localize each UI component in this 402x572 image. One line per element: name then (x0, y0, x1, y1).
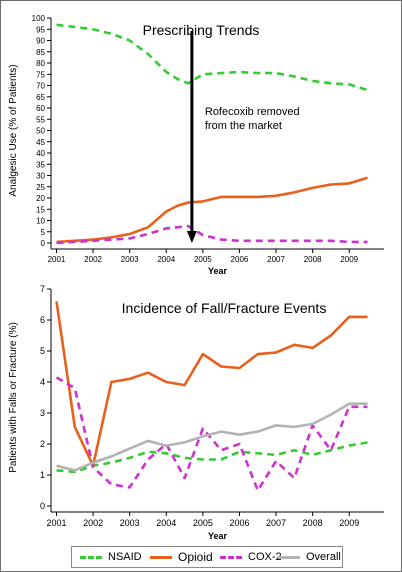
chart2-x-tick-label: 2003 (120, 518, 140, 528)
legend-swatch-opioid (150, 555, 172, 559)
chart1-y-tick-label: 80 (36, 59, 45, 68)
chart1-y-tick-label: 25 (36, 183, 45, 192)
legend: NSAID Opioid COX-2 Overall (71, 546, 343, 568)
chart2-series-nsaid-line (56, 441, 368, 474)
chart2-y-tick-label: 4 (40, 377, 45, 387)
legend-label-cox2: COX-2 (248, 551, 282, 563)
chart1-y-tick-label: 50 (36, 127, 45, 136)
chart1-y-tick-label: 40 (36, 149, 45, 158)
chart1-y-tick-label: 10 (36, 217, 45, 226)
chart1-y-tick-label: 75 (36, 70, 45, 79)
chart1-y-tick-label: 30 (36, 172, 45, 181)
chart2-y-tick-label: 7 (40, 284, 45, 294)
chart1-y-tick-label: 45 (36, 138, 45, 147)
chart2-x-tick-label: 2005 (193, 518, 213, 528)
legend-label-opioid: Opioid (178, 550, 213, 564)
chart2-title: Incidence of Fall/Fracture Events (122, 300, 327, 316)
chart1-y-tick-label: 15 (36, 205, 45, 214)
legend-entry-nsaid: NSAID (80, 547, 142, 567)
chart2-x-tick-label: 2007 (266, 518, 286, 528)
chart1-series-cox-2-line (56, 224, 368, 245)
chart1-x-tick-label: 2006 (231, 255, 249, 264)
chart1-y-tick-label: 100 (32, 14, 46, 23)
chart1-y-axis-label: Analgesic Use (% of Patients) (8, 64, 19, 196)
charts-svg: 0510152025303540455055606570758085909510… (8, 14, 384, 541)
chart1-y-tick-label: 20 (36, 194, 45, 203)
chart1-annotation-arrow-head (186, 231, 197, 243)
chart2-x-tick-label: 2002 (83, 518, 103, 528)
chart1-y-tick-label: 95 (36, 25, 45, 34)
chart2-series-opioid-line (55, 301, 368, 468)
chart1-series-opioid-line (56, 176, 368, 244)
chart1-x-tick-label: 2003 (121, 255, 139, 264)
chart1-x-tick-label: 2007 (267, 255, 285, 264)
legend-label-nsaid: NSAID (108, 551, 142, 563)
legend-entry-cox2: COX-2 (220, 547, 282, 567)
chart1-x-tick-label: 2002 (84, 255, 102, 264)
chart2-y-tick-label: 0 (40, 501, 45, 511)
legend-swatch-overall (278, 555, 300, 559)
chart1-x-tick-label: 2004 (157, 255, 175, 264)
chart2-y-tick-label: 5 (40, 346, 45, 356)
chart2-series-cox-2-line (55, 376, 368, 492)
chart1-y-tick-label: 35 (36, 160, 45, 169)
chart2-y-tick-label: 3 (40, 408, 45, 418)
legend-swatch-cox2 (220, 555, 242, 559)
chart1-y-tick-label: 55 (36, 115, 45, 124)
legend-entry-overall: Overall (278, 547, 341, 567)
chart2-y-tick-label: 6 (40, 315, 45, 325)
chart2-y-tick-label: 1 (40, 470, 45, 480)
chart1-annotation-text-line1: Rofecoxib removed (205, 106, 300, 118)
chart2-x-axis-label: Year (208, 531, 228, 541)
chart2-x-tick-label: 2006 (229, 518, 249, 528)
legend-swatch-nsaid (80, 555, 102, 559)
chart1-y-tick-label: 85 (36, 48, 45, 57)
chart1-annotation-text-line2: from the market (205, 120, 282, 132)
chart1-y-tick-label: 90 (36, 37, 45, 46)
chart1-title: Prescribing Trends (143, 22, 260, 38)
chart1-y-tick-label: 0 (41, 239, 46, 248)
legend-label-overall: Overall (306, 551, 341, 563)
chart2-y-axis-label: Patients with Falls or Fracture (%) (8, 322, 19, 473)
chart1-series-nsaid-line (56, 23, 368, 92)
chart1-y-tick-label: 5 (41, 228, 46, 237)
chart2-x-tick-label: 2001 (46, 518, 66, 528)
chart1-x-tick-label: 2005 (194, 255, 212, 264)
chart2-x-tick-label: 2004 (156, 518, 176, 528)
chart1-x-axis-label: Year (208, 266, 228, 276)
chart1-y-tick-label: 70 (36, 82, 45, 91)
chart1-x-tick-label: 2008 (304, 255, 322, 264)
chart2-x-tick-label: 2008 (303, 518, 323, 528)
chart2-series-overall-line (56, 402, 368, 472)
chart1-x-tick-label: 2001 (48, 255, 66, 264)
chart1-y-tick-label: 65 (36, 93, 45, 102)
chart2-y-tick-label: 2 (40, 439, 45, 449)
chart2-x-tick-label: 2009 (339, 518, 359, 528)
legend-entry-opioid: Opioid (150, 547, 213, 567)
chart1-y-tick-label: 60 (36, 104, 45, 113)
chart1-x-tick-label: 2009 (340, 255, 358, 264)
